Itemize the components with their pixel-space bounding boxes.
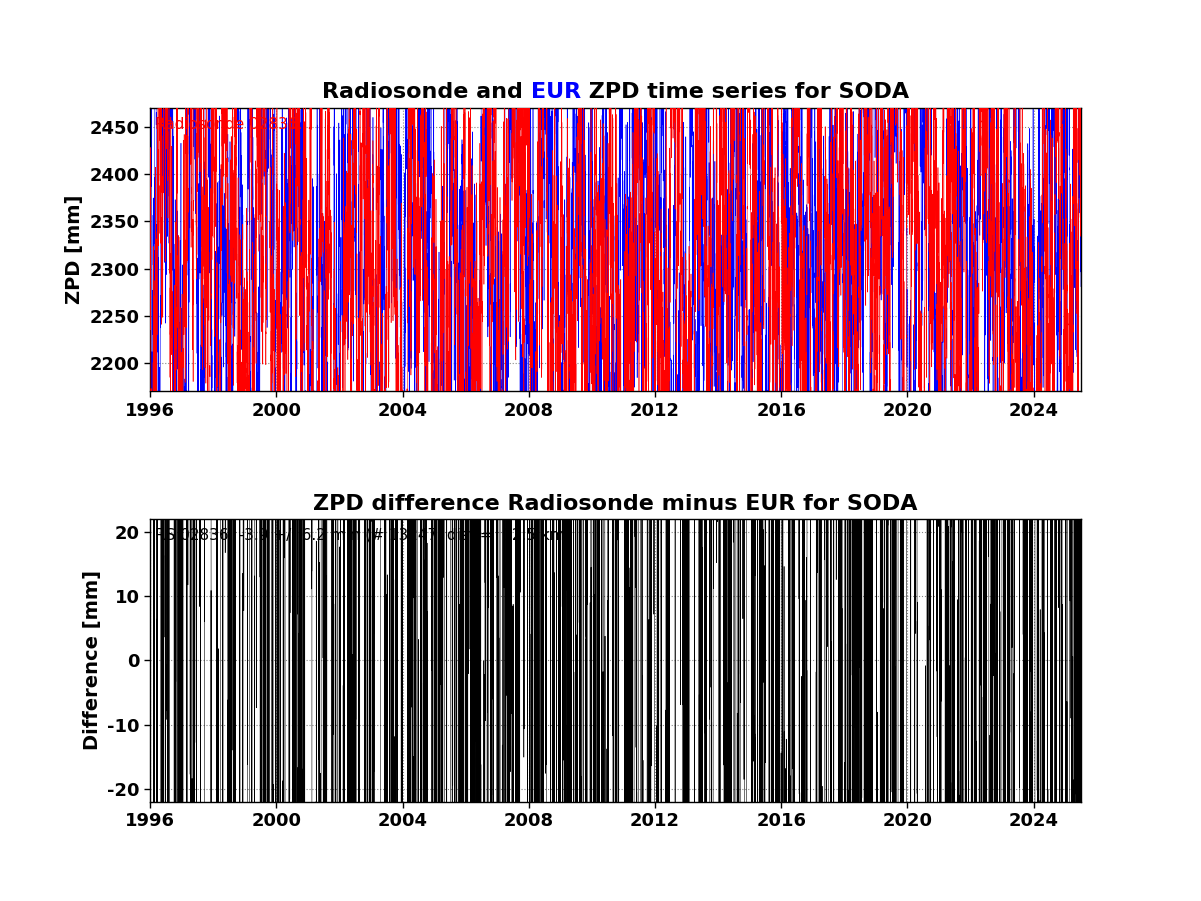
Text: RS 02836: -3.9 +/- 6.2 mm (# 13247, dist =  12.5 km): RS 02836: -3.9 +/- 6.2 mm (# 13247, dist… (155, 527, 570, 542)
Text: EUR: EUR (531, 82, 581, 102)
Y-axis label: Difference [mm]: Difference [mm] (83, 570, 102, 751)
Text: ZPD time series for SODA: ZPD time series for SODA (581, 82, 909, 102)
Text: Radiosonde 02836...: Radiosonde 02836... (155, 116, 312, 132)
Text: Radiosonde and: Radiosonde and (322, 82, 531, 102)
Y-axis label: ZPD [mm]: ZPD [mm] (65, 195, 84, 305)
Title: ZPD difference Radiosonde minus EUR for SODA: ZPD difference Radiosonde minus EUR for … (313, 495, 918, 514)
